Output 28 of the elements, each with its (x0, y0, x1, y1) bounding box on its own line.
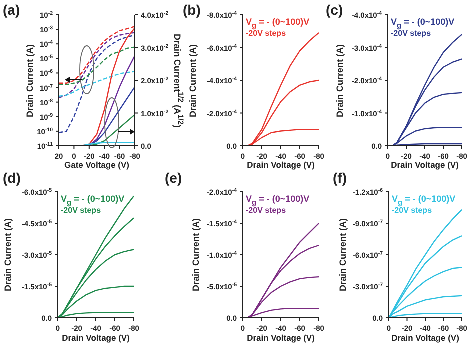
y-axis-title: Drain Current (A) (25, 44, 35, 118)
annotation: -20V steps (246, 29, 286, 38)
y-axis-title: Drain Current (A) (188, 44, 198, 118)
chart-title: (c) (326, 2, 344, 18)
annotation: V$_{g}$ = - (0~100)V (61, 194, 125, 207)
y-axis-title: Drain Current (A) (335, 44, 345, 118)
annotation: V$_{g}$ = - (0~100)V (246, 194, 310, 207)
chart-title: (a) (3, 2, 20, 18)
annotation: -20V steps (61, 206, 102, 215)
chart-title: (e) (165, 170, 182, 186)
x-axis-title: Drain Voltage (V) (246, 333, 316, 343)
annotation: -20V steps (392, 206, 432, 215)
annotation: -20V steps (246, 206, 286, 215)
x-axis-title: Drain Voltage (V) (390, 333, 460, 343)
y-axis-title: Drain Current (A) (338, 218, 348, 292)
annotation: -20V steps (391, 29, 432, 38)
chart-title: (b) (183, 2, 201, 18)
annotation: V$_{g}$ = - (0~100)V (392, 194, 456, 207)
chart-title: (d) (3, 170, 21, 186)
chart-title: (f) (333, 170, 347, 186)
x-axis-title: Drain Voltage (V) (61, 333, 131, 343)
annotation: V$_{g}$ = - (0~100)V (391, 17, 455, 30)
x-axis-title: Gate Voltage (V) (63, 160, 131, 170)
annotation: V$_{g}$ = - (0~100)V (246, 17, 310, 30)
x-axis-title: Drain Voltage (V) (390, 160, 460, 170)
y-axis-title: Drain Current (A) (3, 218, 13, 292)
x-axis-title: Drain Voltage (V) (246, 160, 316, 170)
y-axis-title: Drain Current (A) (191, 218, 201, 292)
